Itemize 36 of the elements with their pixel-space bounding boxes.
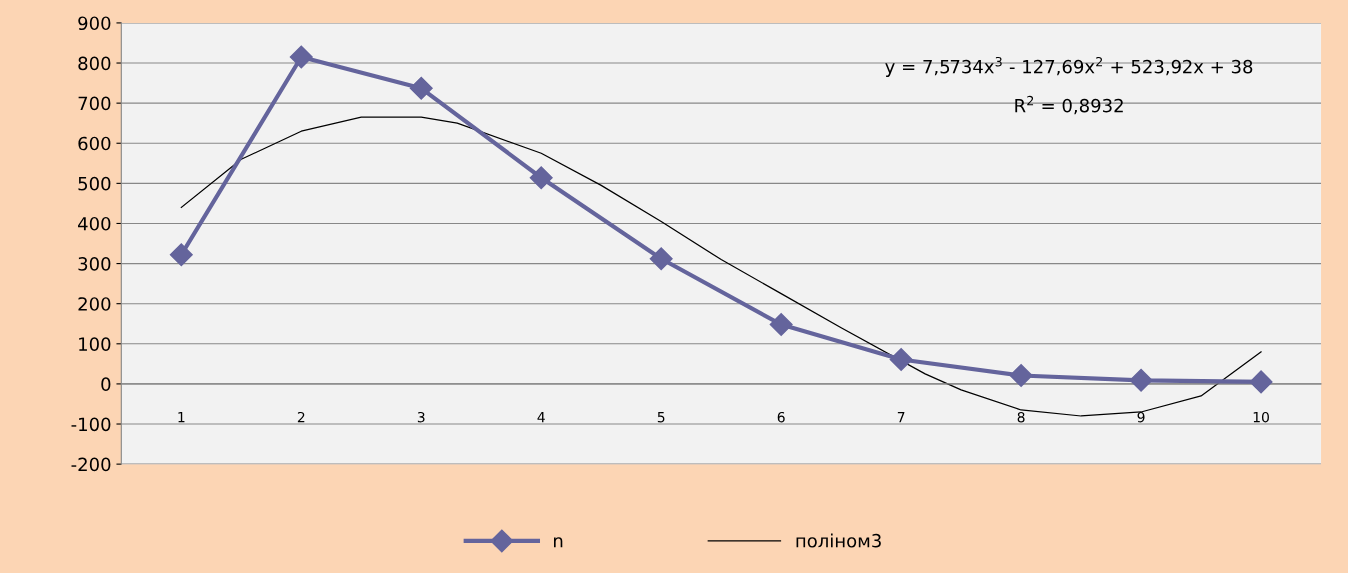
y-tick-label: 300 <box>78 257 111 271</box>
x-tick-label: 10 <box>1253 411 1269 423</box>
y-tick-label: 100 <box>79 337 111 351</box>
y-tick-label: 500 <box>78 176 111 191</box>
x-tick-label: 8 <box>1017 411 1025 423</box>
x-tick-label: 3 <box>417 411 425 423</box>
x-tick-label: 2 <box>297 411 305 423</box>
x-tick-label: 9 <box>1137 411 1145 423</box>
annotation: y = 7,5734x$^{3}$ - 127,69x$^{2}$ + 523,92x + 38 <box>885 56 1253 77</box>
point <box>529 166 553 190</box>
y-tick-label: 0 <box>101 377 111 392</box>
legend-label: n <box>554 537 563 548</box>
y-tick-label: -200 <box>71 457 111 472</box>
y-tick-label: 600 <box>78 136 111 151</box>
point <box>649 247 673 271</box>
point <box>1249 370 1273 394</box>
point <box>769 313 793 337</box>
legend-label: поліном3 <box>796 533 881 548</box>
point <box>889 347 913 371</box>
y-tick-label: 200 <box>78 297 111 311</box>
y-tick-label: 400 <box>78 216 111 231</box>
annotation: R$^{2}$ = 0,8932 <box>1015 95 1123 115</box>
x-tick-label: 6 <box>777 411 785 423</box>
y-tick-label: 700 <box>78 96 111 111</box>
y-tick-label: 800 <box>78 56 111 71</box>
point <box>169 243 193 267</box>
y-tick-label: 900 <box>78 16 111 31</box>
x-tick-label: 4 <box>537 412 545 423</box>
point <box>1009 363 1033 387</box>
y-tick-label: -100 <box>71 417 111 432</box>
point <box>409 76 433 100</box>
point <box>289 45 313 69</box>
x-tick-label: 1 <box>178 412 185 423</box>
point <box>1129 368 1153 392</box>
x-tick-label: 5 <box>657 412 665 423</box>
x-tick-label: 7 <box>897 412 905 423</box>
